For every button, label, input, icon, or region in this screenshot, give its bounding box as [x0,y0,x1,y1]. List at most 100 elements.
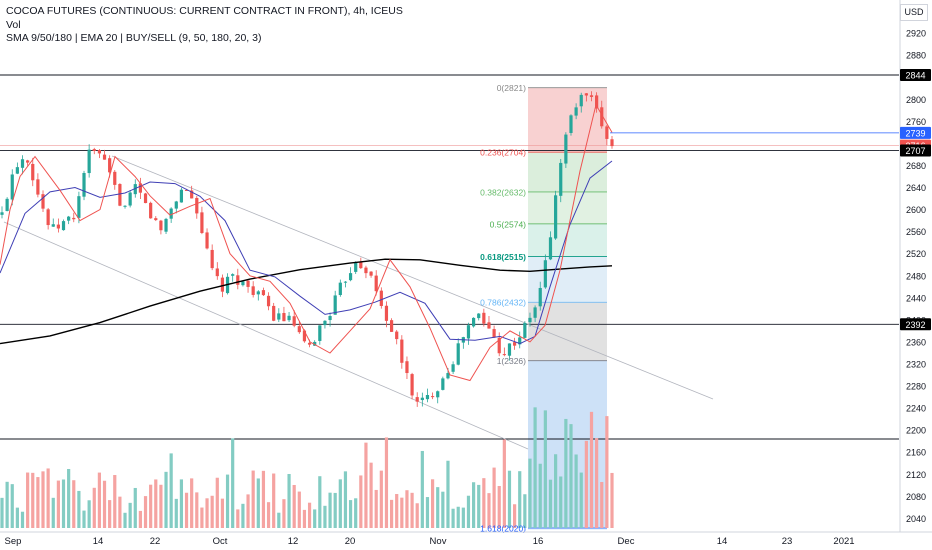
volume-bar [46,468,50,528]
volume-bar [169,453,173,528]
candle-body [354,262,358,272]
volume-bar [82,510,86,528]
volume-bar [215,477,219,528]
candle-body [343,281,348,283]
candle-body [282,313,286,322]
candle-body [538,287,542,307]
fib-label: 0.236(2704) [480,148,526,158]
volume-bar [133,487,137,528]
volume-bar [425,497,430,528]
y-tick-label: 2160 [906,448,926,458]
volume-bar [564,418,568,528]
channel-lower-line [3,221,529,450]
candle-body [605,126,609,139]
y-tick-label: 2680 [906,161,926,171]
candle-body [292,316,296,326]
currency-button[interactable]: USD [900,4,928,21]
volume-bar [179,479,184,528]
volume-bar [471,482,476,528]
candle-body [56,224,60,229]
candle-body [395,331,399,340]
candle-body [102,154,107,160]
candle-body [246,280,250,287]
volume-bar [174,498,178,528]
volume-bar [600,481,604,528]
volume-bar [482,478,486,528]
x-tick-label: 16 [533,536,544,547]
descending-channel[interactable] [3,155,714,450]
candle-body [584,93,588,96]
volume-bar [528,458,532,528]
candle-body [333,295,337,315]
y-tick-label: 2640 [906,183,926,193]
y-tick-label: 2800 [906,95,926,105]
volume-bar [364,442,368,528]
price-axis-bg [900,0,932,550]
y-tick-label: 2080 [906,492,926,502]
fibonacci-labels: 0(2821) 0.236(2704) 0.382(2632) 0.5(2574) 0.… [480,83,526,533]
candle-body [507,343,512,356]
y-tick-label: 2600 [906,205,926,215]
fib-label: 0.382(2632) [480,187,526,197]
candle-body [543,260,547,288]
indicators-label: SMA 9/50/180 | EMA 20 | BUY/SELL (9, 50,… [6,32,262,44]
candle-body [174,201,178,209]
candle-body [477,313,481,319]
candle-body [266,295,271,307]
x-tick-label: Nov [430,536,447,547]
candle-body [441,378,445,390]
volume-bar [451,508,455,528]
candle-body [328,316,332,321]
y-tick-label: 2760 [906,117,926,127]
fib-label: 0.786(2432) [480,298,526,308]
chart-title: COCOA FUTURES (CONTINUOUS: CURRENT CONTR… [6,5,403,17]
volume-bar [72,480,76,528]
candle-body [564,134,568,164]
candle-body [236,275,240,285]
candle-body [574,107,578,116]
volume-bar [210,495,214,528]
channel-upper-line [111,155,714,400]
candle-body [256,291,260,295]
fibonacci-retracement[interactable] [528,87,607,530]
y-tick-label: 2520 [906,249,926,259]
ma-line [0,103,613,382]
candle-body [482,312,486,324]
volume-bar [579,472,583,528]
candle-body [384,305,389,321]
volume-bar [461,507,465,528]
volume-bar [605,416,609,528]
candle-body [359,261,363,269]
volume-bar [67,468,71,528]
volume-bar [31,472,35,528]
candle-body [579,94,583,107]
volume-bar [430,479,435,528]
candle-body [210,249,214,269]
candle-body [497,337,501,354]
volume-bar [97,472,101,528]
candle-body [600,107,604,127]
volume-bar [348,500,353,528]
horizontal-levels[interactable] [0,74,899,440]
x-tick-label: 2021 [833,536,854,547]
candle-body [184,189,189,191]
volume-bar [359,475,363,528]
fib-label: 0.5(2574) [490,219,527,229]
volume-bar [154,479,158,528]
candle-body [318,325,322,341]
candle-body [251,286,255,295]
candle-body [430,396,435,398]
candle-body [123,205,127,207]
volume-bar [149,484,153,528]
volume-bar [354,498,358,528]
candle-body [0,212,4,215]
volume-bar [77,490,81,528]
price-marker-label: 2392 [905,320,925,330]
volume-bar [513,504,517,528]
volume-bar [26,472,30,528]
candle-body [487,322,491,329]
candle-body [15,167,19,174]
volume-bar [574,454,578,528]
candle-body [307,342,312,345]
